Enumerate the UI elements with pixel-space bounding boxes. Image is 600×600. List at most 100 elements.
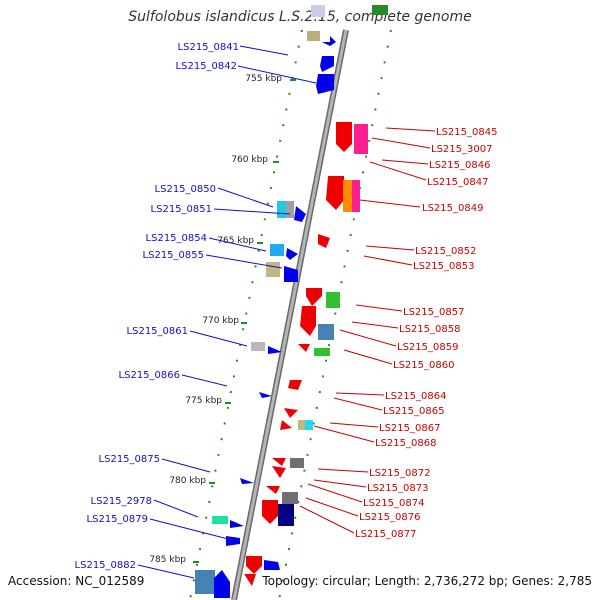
gene-arrow: [294, 206, 306, 222]
gene-block: [277, 201, 287, 218]
gene-label: LS215_0842: [176, 61, 237, 72]
gene-label: LS215_0882: [75, 560, 136, 571]
gene-block: [251, 342, 265, 351]
gene-block: [343, 180, 352, 212]
gene-arrow: [240, 478, 254, 484]
gene-block: [326, 292, 340, 308]
gene-block: [314, 348, 330, 356]
gene-label: LS215_0857: [403, 307, 464, 318]
gene-block: [290, 458, 304, 468]
tick-label: 760 kbp: [231, 155, 268, 165]
gene-arrow: [298, 344, 310, 352]
gene-label: LS215_0852: [415, 246, 476, 257]
left-gene-labels: LS215_0841 LS215_0842 LS215_0850 LS215_0…: [75, 42, 239, 571]
gene-arrow: [284, 408, 298, 418]
gene-arrow: [300, 306, 316, 336]
gene-arrow: [230, 520, 244, 528]
gene-block: [282, 492, 298, 504]
gene-arrow: [320, 56, 334, 72]
gene-label: LS215_0865: [383, 406, 444, 417]
gene-arrow: [336, 122, 352, 152]
gene-arrow: [226, 536, 240, 546]
gene-label: LS215_0850: [155, 184, 216, 195]
gene-label: LS215_0875: [99, 454, 160, 465]
gene-block: [372, 5, 388, 15]
gene-label: LS215_0867: [379, 423, 440, 434]
gene-block: [318, 324, 334, 340]
tick-label: 780 kbp: [169, 476, 206, 486]
gene-arrow: [286, 248, 298, 260]
gene-label: LS215_0864: [385, 391, 446, 402]
gene-arrow: [246, 556, 262, 574]
gene-label: LS215_0853: [413, 261, 474, 272]
gene-label: LS215_0874: [363, 498, 424, 509]
gene-label: LS215_2978: [91, 496, 152, 507]
gene-label: LS215_0879: [87, 514, 148, 525]
tick-label: 770 kbp: [202, 316, 239, 326]
gene-label: LS215_0841: [178, 42, 239, 53]
gene-arrow: [316, 74, 334, 94]
right-gene-labels: LS215_0845 LS215_3007 LS215_0846 LS215_0…: [355, 127, 497, 540]
gene-arrow: [318, 234, 330, 248]
gene-label: LS215_0849: [422, 203, 483, 214]
gene-label: LS215_0854: [146, 233, 207, 244]
gene-label: LS215_0872: [369, 468, 430, 479]
gene-block: [270, 244, 284, 256]
gene-block: [212, 516, 228, 524]
tick-label: 775 kbp: [185, 396, 222, 406]
gene-label: LS215_3007: [431, 144, 492, 155]
tick-label: 785 kbp: [149, 555, 186, 565]
backbone: [231, 29, 349, 600]
gene-arrow: [272, 458, 286, 466]
gene-label: LS215_0860: [393, 360, 454, 371]
outer-track-dots: [278, 29, 392, 600]
gene-arrow: [262, 500, 278, 524]
gene-block: [305, 420, 313, 430]
gene-arrow: [266, 486, 280, 494]
gene-label: LS215_0855: [143, 250, 204, 261]
gene-arrow: [268, 346, 282, 354]
tick-marks: [193, 79, 296, 563]
genome-summary: Topology: circular; Length: 2,736,272 bp…: [262, 574, 592, 588]
forward-strand-genes: [244, 5, 388, 586]
gene-arrow: [284, 266, 298, 282]
gene-block: [307, 31, 320, 41]
gene-arrow: [326, 176, 344, 210]
gene-label: LS215_0846: [429, 160, 490, 171]
gene-label: LS215_0868: [375, 438, 436, 449]
gene-block: [195, 570, 215, 594]
gene-arrow: [244, 574, 256, 586]
accession-label: Accession: NC_012589: [8, 574, 145, 588]
gene-arrow: [264, 560, 280, 570]
gene-arrow: [322, 36, 336, 46]
gene-arrow: [306, 288, 322, 306]
gene-block: [352, 180, 360, 212]
tick-labels: 755 kbp 760 kbp 765 kbp 770 kbp 775 kbp …: [149, 74, 282, 565]
inner-track-dots: [189, 29, 303, 600]
gene-label: LS215_0858: [399, 324, 460, 335]
gene-label: LS215_0877: [355, 529, 416, 540]
gene-label: LS215_0845: [436, 127, 497, 138]
gene-arrow: [259, 392, 272, 398]
gene-arrow: [214, 570, 230, 598]
gene-arrow: [272, 466, 286, 478]
tick-label: 765 kbp: [217, 236, 254, 246]
gene-block: [286, 201, 294, 218]
gene-arrow: [288, 380, 302, 390]
gene-label: LS215_0876: [359, 512, 420, 523]
gene-label: LS215_0859: [397, 342, 458, 353]
gene-label: LS215_0866: [119, 370, 180, 381]
gene-label: LS215_0861: [127, 326, 188, 337]
gene-block: [354, 124, 368, 154]
gene-label: LS215_0851: [151, 204, 212, 215]
gene-block: [278, 504, 294, 526]
gene-block: [298, 420, 305, 430]
leader-lines-right: [299, 127, 436, 534]
gene-block: [266, 262, 280, 277]
gene-arrow: [280, 420, 292, 430]
gene-block: [311, 5, 325, 17]
leader-lines-left: [137, 45, 317, 579]
gene-label: LS215_0847: [427, 177, 488, 188]
gene-label: LS215_0873: [367, 483, 428, 494]
